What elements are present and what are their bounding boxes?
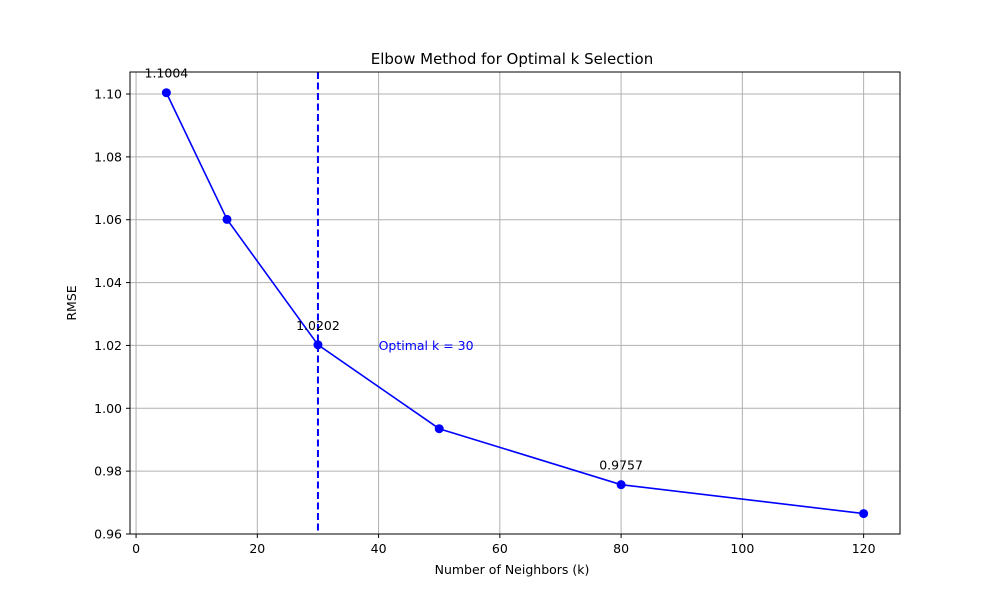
x-tick-label: 60 <box>492 541 508 556</box>
data-labels: 1.1004 1.0202 0.9757 <box>145 66 643 473</box>
y-axis-ticks: 0.96 0.98 1.00 1.02 1.04 1.06 1.08 1.10 <box>94 87 130 542</box>
y-tick-label: 1.06 <box>94 212 122 227</box>
x-tick-label: 40 <box>371 541 387 556</box>
x-axis-ticks: 0 20 40 60 80 100 120 <box>132 534 876 556</box>
optimal-k-annotation: Optimal k = 30 <box>379 338 474 353</box>
data-label: 1.1004 <box>145 66 189 81</box>
data-label: 1.0202 <box>296 318 340 333</box>
x-tick-label: 100 <box>730 541 754 556</box>
y-axis-label: RMSE <box>64 285 79 320</box>
data-point <box>859 509 869 519</box>
y-tick-label: 1.10 <box>94 87 122 102</box>
y-tick-label: 1.04 <box>94 275 122 290</box>
data-point <box>313 340 323 350</box>
y-tick-label: 0.96 <box>94 527 122 542</box>
x-tick-label: 0 <box>132 541 140 556</box>
data-point <box>616 480 626 490</box>
y-tick-label: 0.98 <box>94 464 122 479</box>
y-tick-label: 1.02 <box>94 338 122 353</box>
data-label: 0.9757 <box>599 458 643 473</box>
data-point <box>434 424 444 434</box>
data-point <box>222 214 232 224</box>
x-tick-label: 120 <box>852 541 876 556</box>
series-layer <box>161 88 869 519</box>
data-point <box>161 88 171 98</box>
x-tick-label: 80 <box>613 541 629 556</box>
chart-title: Elbow Method for Optimal k Selection <box>371 50 654 68</box>
plot-frame <box>129 71 901 535</box>
y-tick-label: 1.00 <box>94 401 122 416</box>
y-tick-label: 1.08 <box>94 149 122 164</box>
rmse-series-line <box>165 92 864 515</box>
x-tick-label: 20 <box>249 541 265 556</box>
x-axis-label: Number of Neighbors (k) <box>435 562 590 577</box>
